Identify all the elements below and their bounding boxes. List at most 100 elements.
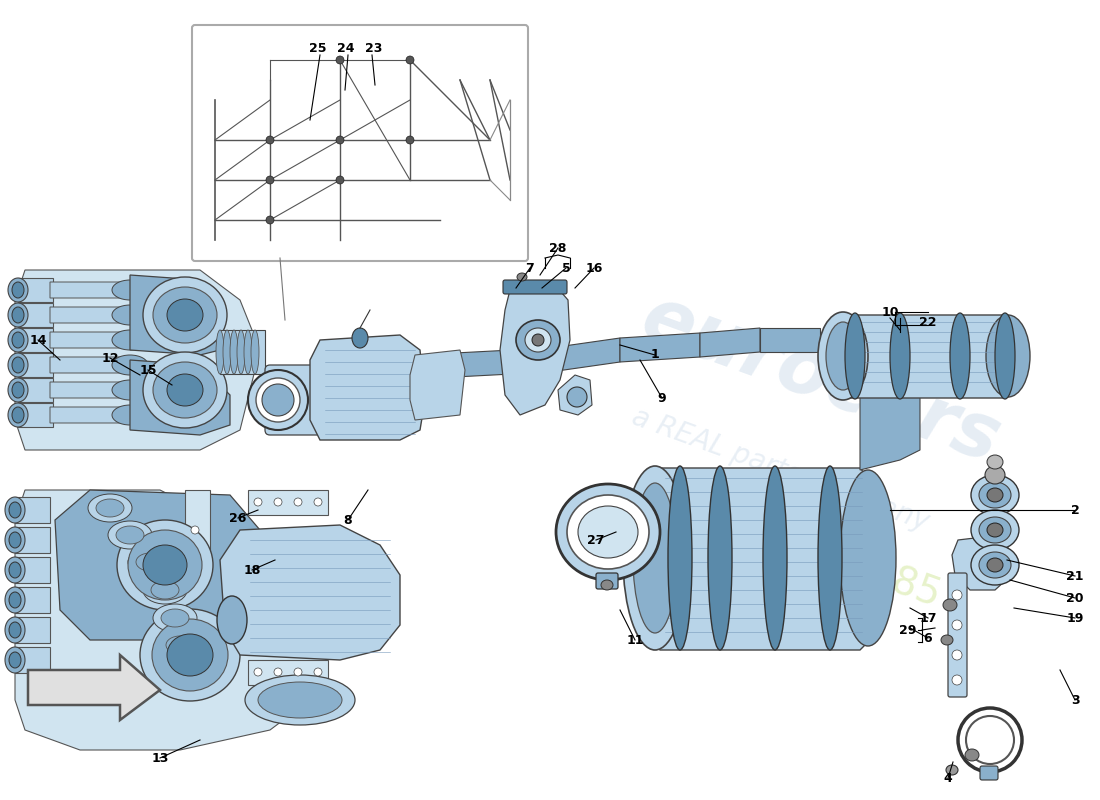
Ellipse shape <box>9 652 21 668</box>
Ellipse shape <box>987 558 1003 572</box>
Ellipse shape <box>516 320 560 360</box>
Ellipse shape <box>216 330 224 374</box>
Text: 22: 22 <box>920 315 937 329</box>
Ellipse shape <box>9 502 21 518</box>
Ellipse shape <box>112 405 148 425</box>
Text: 16: 16 <box>585 262 603 274</box>
Bar <box>18 328 53 352</box>
Ellipse shape <box>986 315 1030 397</box>
Bar <box>18 378 53 402</box>
Ellipse shape <box>217 596 248 644</box>
Ellipse shape <box>987 455 1003 469</box>
Ellipse shape <box>971 545 1019 585</box>
Text: 19: 19 <box>1066 611 1083 625</box>
Bar <box>15 587 50 613</box>
Polygon shape <box>500 285 570 415</box>
Ellipse shape <box>153 287 217 343</box>
FancyBboxPatch shape <box>503 280 566 294</box>
Text: 4: 4 <box>944 771 953 785</box>
Ellipse shape <box>336 56 344 64</box>
Ellipse shape <box>112 330 148 350</box>
Ellipse shape <box>12 307 24 323</box>
Polygon shape <box>550 338 620 372</box>
Text: 3: 3 <box>1070 694 1079 706</box>
Ellipse shape <box>952 620 962 630</box>
Polygon shape <box>50 307 145 323</box>
Text: 7: 7 <box>526 262 535 274</box>
Polygon shape <box>50 332 145 348</box>
Polygon shape <box>760 328 820 352</box>
Ellipse shape <box>406 136 414 144</box>
Text: 13: 13 <box>152 751 168 765</box>
Ellipse shape <box>9 592 21 608</box>
FancyBboxPatch shape <box>265 365 330 435</box>
Ellipse shape <box>152 619 228 691</box>
Ellipse shape <box>6 527 25 553</box>
Ellipse shape <box>965 749 979 761</box>
Ellipse shape <box>117 520 213 610</box>
Ellipse shape <box>153 604 197 632</box>
Ellipse shape <box>996 313 1015 399</box>
Ellipse shape <box>979 482 1011 508</box>
Ellipse shape <box>6 557 25 583</box>
Text: 29: 29 <box>900 623 916 637</box>
Text: 11: 11 <box>626 634 644 646</box>
Ellipse shape <box>763 466 786 650</box>
Text: 28: 28 <box>549 242 566 254</box>
Ellipse shape <box>248 370 308 430</box>
Ellipse shape <box>566 387 587 407</box>
Text: 15: 15 <box>140 363 156 377</box>
Ellipse shape <box>987 488 1003 502</box>
Ellipse shape <box>223 330 231 374</box>
Text: 20: 20 <box>1066 591 1083 605</box>
Ellipse shape <box>128 548 172 576</box>
FancyBboxPatch shape <box>980 766 998 780</box>
Text: 8: 8 <box>343 514 352 526</box>
Ellipse shape <box>128 530 202 600</box>
Polygon shape <box>15 490 330 750</box>
Ellipse shape <box>623 466 688 650</box>
Ellipse shape <box>336 136 344 144</box>
Ellipse shape <box>8 353 28 377</box>
Bar <box>248 660 328 685</box>
Ellipse shape <box>12 357 24 373</box>
Ellipse shape <box>818 312 868 400</box>
Bar <box>185 490 210 570</box>
Ellipse shape <box>254 498 262 506</box>
Polygon shape <box>50 407 145 423</box>
Ellipse shape <box>116 526 144 544</box>
Polygon shape <box>50 382 145 398</box>
Polygon shape <box>220 525 400 660</box>
Ellipse shape <box>143 277 227 353</box>
Ellipse shape <box>987 523 1003 537</box>
Ellipse shape <box>266 176 274 184</box>
Ellipse shape <box>6 497 25 523</box>
Bar <box>15 647 50 673</box>
Ellipse shape <box>979 517 1011 543</box>
Bar <box>18 353 53 377</box>
FancyBboxPatch shape <box>596 573 618 589</box>
Text: 14: 14 <box>30 334 46 346</box>
Ellipse shape <box>668 466 692 650</box>
Text: 2: 2 <box>1070 503 1079 517</box>
Bar <box>18 278 53 302</box>
Ellipse shape <box>971 510 1019 550</box>
Ellipse shape <box>6 617 25 643</box>
Ellipse shape <box>6 647 25 673</box>
Ellipse shape <box>8 328 28 352</box>
Text: 18: 18 <box>243 563 261 577</box>
Ellipse shape <box>314 498 322 506</box>
Ellipse shape <box>294 498 302 506</box>
Ellipse shape <box>818 466 842 650</box>
Ellipse shape <box>566 495 649 569</box>
Text: 9: 9 <box>658 391 667 405</box>
Ellipse shape <box>112 355 148 375</box>
Ellipse shape <box>601 580 613 590</box>
Polygon shape <box>700 328 760 357</box>
Ellipse shape <box>8 278 28 302</box>
Ellipse shape <box>256 378 300 422</box>
Ellipse shape <box>262 384 294 416</box>
Text: 21: 21 <box>1066 570 1083 582</box>
Ellipse shape <box>258 682 342 718</box>
Ellipse shape <box>167 374 204 406</box>
